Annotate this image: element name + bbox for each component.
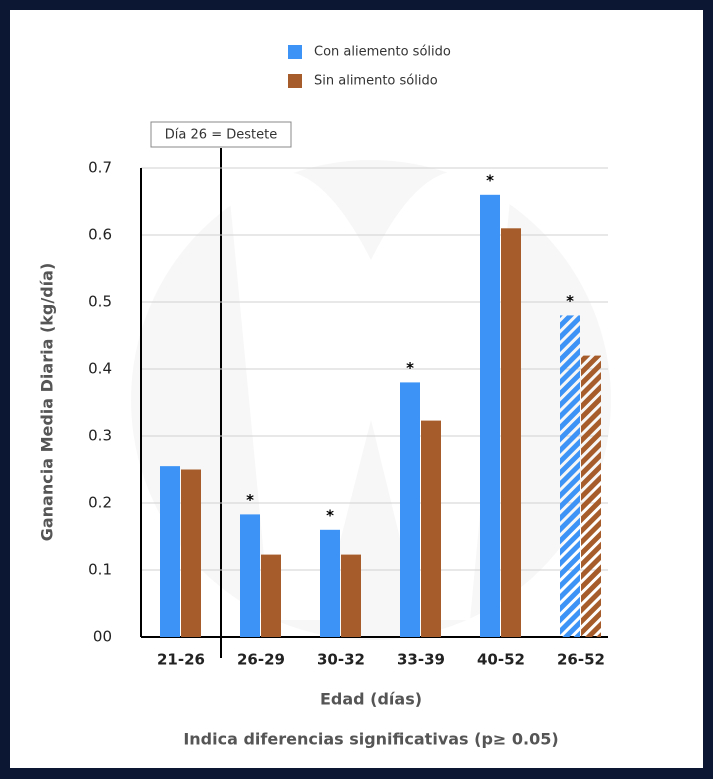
y-tick-label: 00: [93, 628, 112, 646]
legend-label: Con aliemento sólido: [314, 45, 451, 60]
legend-swatch: [288, 45, 302, 59]
footnote: Indica diferencias significativas (p≥ 0.…: [183, 730, 558, 749]
bar: [421, 420, 441, 637]
x-tick-label: 26-29: [237, 651, 285, 669]
bar: [581, 355, 601, 637]
legend-label: Sin alimento sólido: [314, 74, 438, 89]
x-tick-label: 33-39: [397, 651, 445, 669]
significance-mark: *: [566, 292, 574, 310]
x-tick-label: 30-32: [317, 651, 365, 669]
y-tick-label: 0.4: [88, 360, 112, 378]
bar: [160, 466, 180, 637]
bar: [261, 554, 281, 637]
x-axis-title: Edad (días): [320, 690, 422, 709]
annotation: Día 26 = Destete: [165, 128, 277, 143]
bar: [480, 194, 500, 638]
y-tick-label: 0.6: [88, 226, 112, 244]
y-tick-label: 0.2: [88, 494, 112, 512]
significance-mark: *: [486, 171, 494, 189]
y-tick-label: 0.7: [88, 159, 112, 177]
x-tick-label: 26-52: [557, 651, 605, 669]
significance-mark: *: [406, 359, 414, 377]
y-tick-label: 0.1: [88, 561, 112, 579]
bar: [501, 228, 521, 638]
x-tick-label: 40-52: [477, 651, 525, 669]
x-tick-label: 21-26: [157, 651, 205, 669]
watermark: [131, 160, 611, 640]
y-tick-label: 0.5: [88, 293, 112, 311]
y-axis-title: Ganancia Media Diaria (kg/día): [38, 263, 57, 542]
bar: [181, 469, 201, 637]
bar: [400, 382, 420, 637]
bar: [320, 529, 340, 637]
y-tick-label: 0.3: [88, 427, 112, 445]
bar: [240, 514, 260, 637]
significance-mark: *: [246, 491, 254, 509]
significance-mark: *: [326, 506, 334, 524]
bar: [341, 554, 361, 637]
annotation-box: [150, 121, 292, 148]
legend-swatch: [288, 74, 302, 88]
bar: [560, 315, 580, 637]
